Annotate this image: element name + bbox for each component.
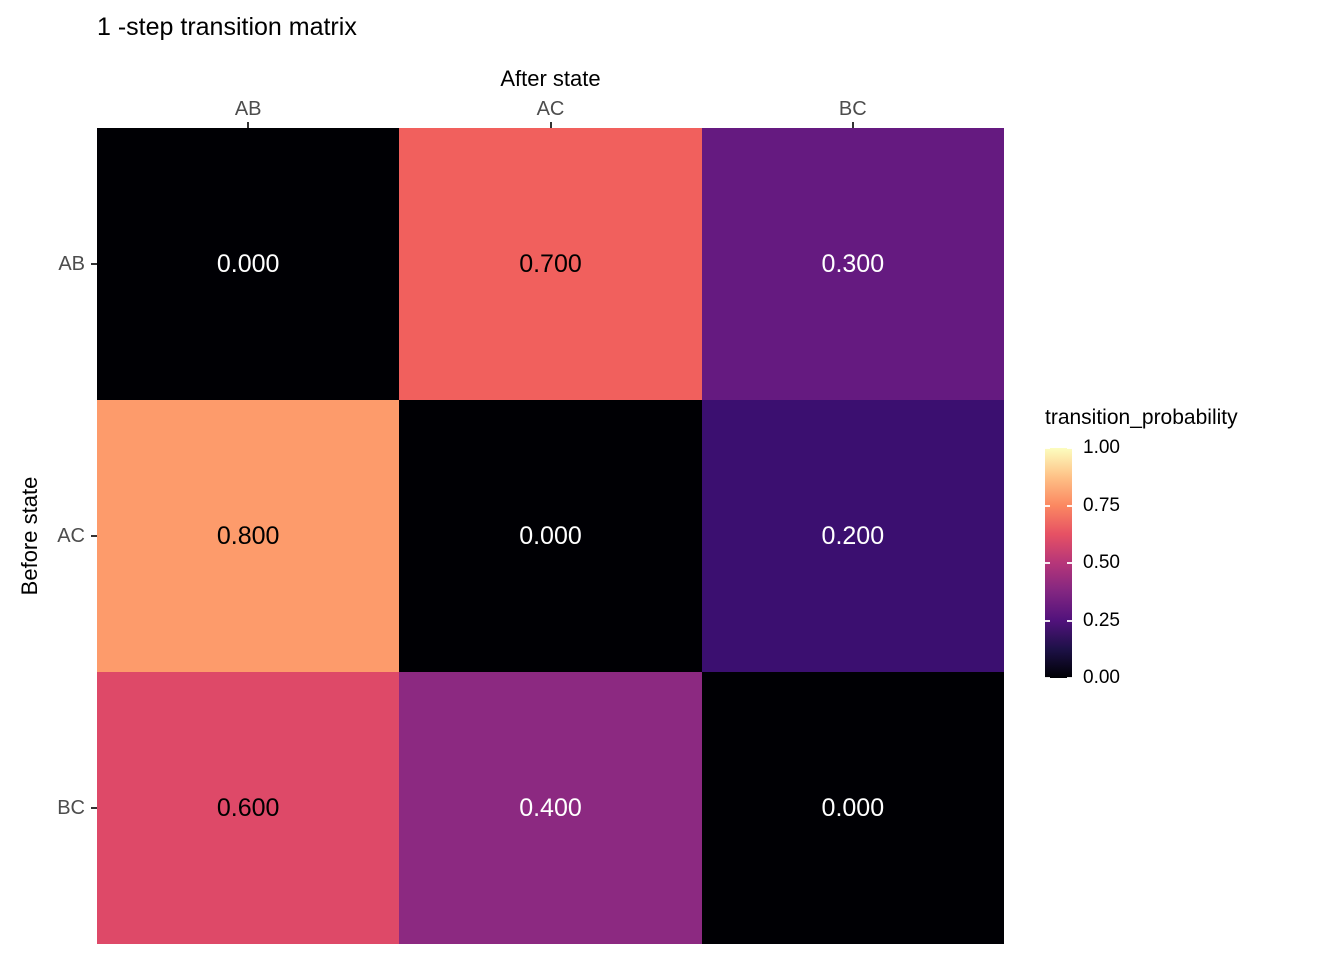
legend-tick-mark [1045, 562, 1050, 564]
legend-tick-label-1.00: 1.00 [1083, 437, 1120, 458]
legend-tick-label-0.50: 0.50 [1083, 552, 1120, 573]
heatmap-cell-ab-bc: 0.300 [701, 128, 1004, 400]
legend-tick-mark [1045, 677, 1050, 679]
heatmap-cell-ac-ab: 0.800 [97, 400, 400, 672]
legend-tick-mark [1045, 447, 1050, 449]
legend-tick-mark [1067, 677, 1072, 679]
y-axis-tick-labels: AB AC BC [28, 128, 85, 944]
y-axis-tick-mark [91, 535, 97, 537]
heatmap-cell-ab-ac: 0.700 [399, 128, 702, 400]
legend-tick-mark [1067, 447, 1072, 449]
heatmap-cell-bc-ac: 0.400 [399, 672, 702, 944]
heatmap-cell-ac-bc: 0.200 [701, 400, 1004, 672]
legend-tick-mark [1067, 562, 1072, 564]
x-axis-tick-mark [247, 122, 250, 128]
y-tick-label-ab: AB [58, 252, 85, 275]
y-tick-label-bc: BC [57, 796, 85, 819]
x-axis-title: After state [500, 66, 601, 91]
heatmap-cell-bc-ab: 0.600 [97, 672, 400, 944]
legend-tick-mark [1067, 504, 1072, 507]
legend-tick-label-0.75: 0.75 [1083, 494, 1120, 516]
heatmap-grid: 0.000 0.700 0.300 0.800 0.000 0.200 0.600 0.400… [97, 128, 1004, 944]
legend: transition_probability 1.00 0.75 0.50 0.25 0… [1045, 406, 1340, 696]
legend-tick-mark [1045, 504, 1050, 507]
legend-title: transition_probability [1045, 406, 1238, 429]
x-tick-label-ac: AC [536, 98, 565, 120]
legend-tick-mark [1067, 619, 1072, 622]
x-axis-tick-mark [549, 122, 552, 128]
legend-tick-label-0.00: 0.00 [1083, 667, 1120, 688]
legend-tick-mark [1045, 619, 1050, 622]
heatmap-cell-ac-ac: 0.000 [399, 400, 702, 672]
heatmap-cell-ab-ab: 0.000 [97, 128, 400, 400]
chart-title: 1 -step transition matrix [97, 13, 357, 41]
x-tick-label-bc: BC [838, 98, 867, 120]
legend-tick-label-0.25: 0.25 [1083, 609, 1120, 631]
x-axis-tick-mark [851, 122, 854, 128]
x-tick-label-ab: AB [234, 98, 262, 120]
y-axis-tick-mark [91, 807, 97, 809]
heatmap-cell-bc-bc: 0.000 [701, 672, 1004, 944]
y-axis-tick-mark [91, 263, 97, 265]
y-tick-label-ac: AC [57, 524, 85, 547]
x-axis-tick-labels: AB AC BC [97, 98, 1004, 121]
